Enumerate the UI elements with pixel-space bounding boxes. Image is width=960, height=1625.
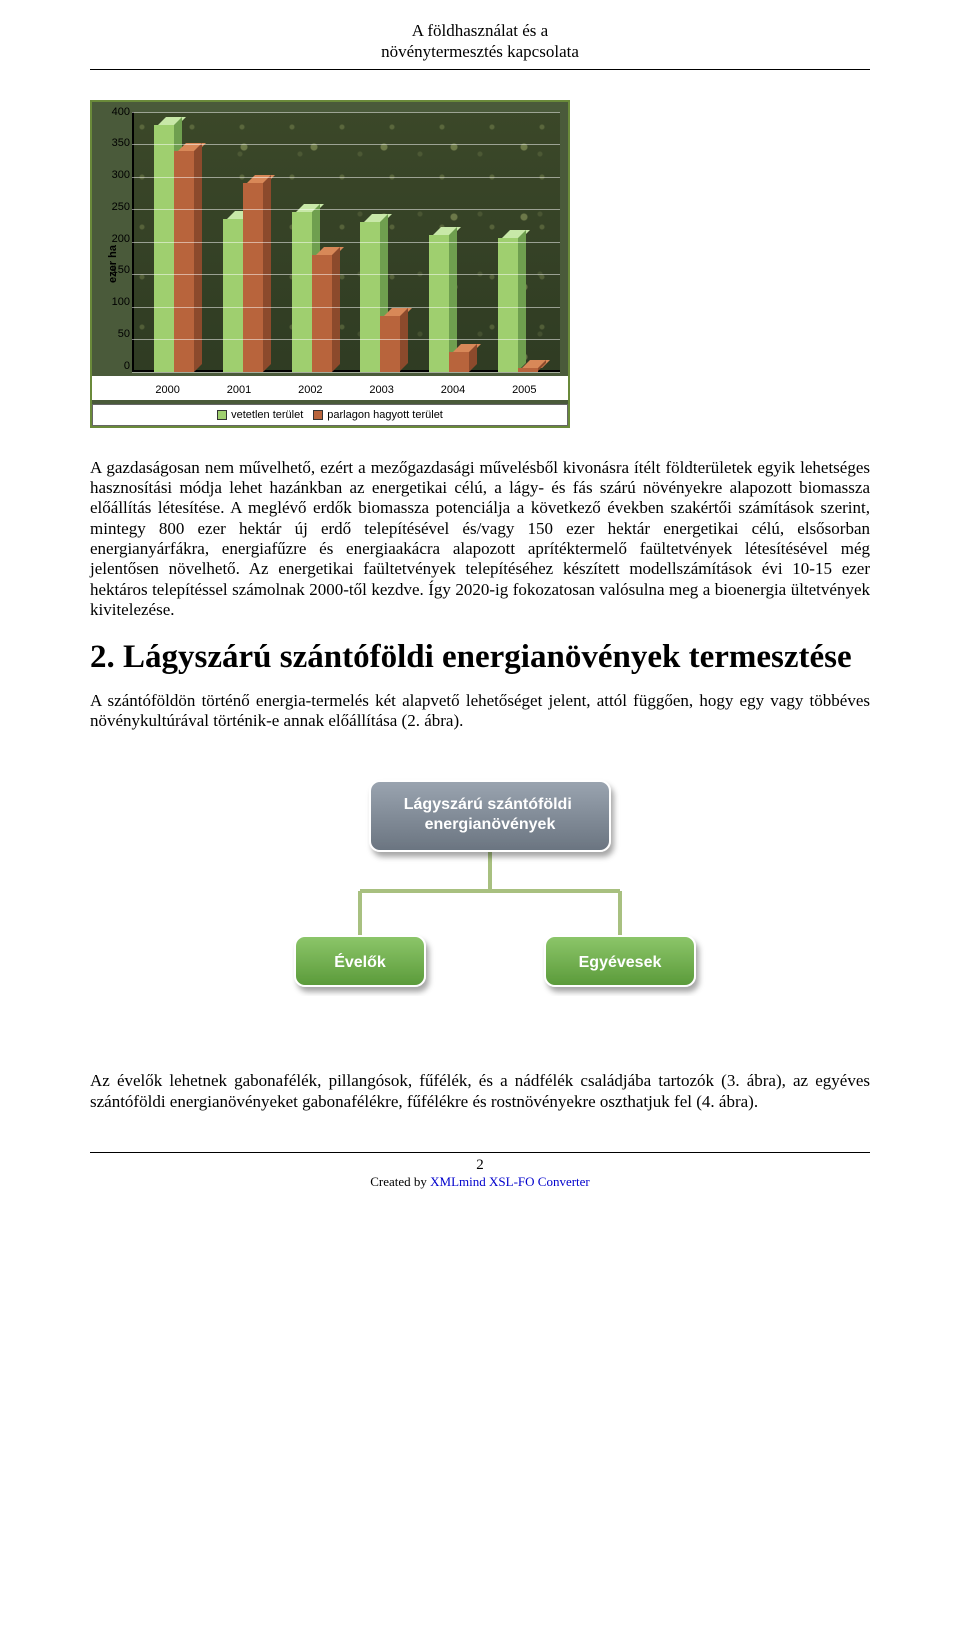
page-footer: 2 Created by XMLmind XSL-FO Converter [90, 1152, 870, 1190]
chart-bar [449, 352, 469, 372]
chart-ytick: 400 [112, 106, 130, 118]
page-number: 2 [90, 1157, 870, 1174]
chart-xtick: 2000 [132, 380, 203, 400]
chart-bar-group [415, 235, 484, 372]
chart-bar [292, 212, 312, 371]
paragraph-3: Az évelők lehetnek gabonafélék, pillangó… [90, 1071, 870, 1112]
section-heading: 2. Lágyszárú szántóföldi energianövények… [90, 639, 870, 677]
page-header: A földhasználat és a növénytermesztés ka… [90, 20, 870, 70]
paragraph-2: A szántóföldön történő energia-termelés … [90, 691, 870, 732]
chart-ytick: 250 [112, 201, 130, 213]
header-line-1: A földhasználat és a [90, 20, 870, 41]
chart-xtick: 2005 [489, 380, 560, 400]
chart-gridline [132, 144, 560, 145]
chart-yaxis: 050100150200250300350400 [106, 112, 132, 366]
chart-gridline [132, 209, 560, 210]
chart-xtick: 2002 [275, 380, 346, 400]
chart-legend-item: parlagon hagyott terület [313, 409, 443, 421]
chart-bar-group [346, 222, 415, 372]
chart-xaxis: 200020012002200320042005 [92, 376, 568, 400]
chart-gridline [132, 274, 560, 275]
header-line-2: növénytermesztés kapcsolata [90, 41, 870, 62]
diagram-child-2-label: Egyévesek [579, 954, 662, 971]
chart-gridline [132, 372, 560, 373]
chart-legend-swatch [313, 410, 323, 420]
chart-container: ezer ha 050100150200250300350400 2000200… [90, 100, 870, 428]
chart-bar [429, 235, 449, 372]
chart-bar-group [140, 125, 209, 372]
chart-gridline [132, 112, 560, 113]
chart-plot-area [132, 112, 560, 372]
chart-ytick: 100 [112, 296, 130, 308]
chart-ytick: 200 [112, 233, 130, 245]
chart-gridline [132, 177, 560, 178]
chart-ytick: 50 [118, 328, 130, 340]
chart-legend: vetetlen terület parlagon hagyott terület [92, 404, 568, 426]
bar-chart: ezer ha 050100150200250300350400 2000200… [90, 100, 570, 428]
chart-gridline [132, 307, 560, 308]
chart-legend-swatch [217, 410, 227, 420]
chart-ytick: 0 [124, 360, 130, 372]
diagram-child-1-label: Évelők [334, 952, 386, 971]
chart-bar [498, 238, 518, 371]
chart-gridline [132, 339, 560, 340]
chart-ytick: 150 [112, 264, 130, 276]
chart-xtick: 2001 [203, 380, 274, 400]
chart-ytick: 350 [112, 137, 130, 149]
chart-bar [360, 222, 380, 372]
footer-created-link[interactable]: XMLmind XSL-FO Converter [430, 1174, 590, 1189]
chart-bar-group [277, 212, 346, 371]
tree-diagram: Lágyszárú szántóföldi energianövények Év… [250, 761, 730, 1031]
chart-legend-label: parlagon hagyott terület [327, 409, 443, 421]
chart-bar [312, 255, 332, 372]
chart-gridline [132, 242, 560, 243]
chart-bar-group [209, 183, 278, 372]
footer-created-prefix: Created by [370, 1174, 430, 1189]
chart-ytick: 300 [112, 169, 130, 181]
chart-bar [154, 125, 174, 372]
chart-xtick: 2004 [417, 380, 488, 400]
chart-bar [243, 183, 263, 372]
chart-bar-group [483, 238, 552, 371]
chart-legend-item: vetetlen terület [217, 409, 303, 421]
chart-legend-label: vetetlen terület [231, 409, 303, 421]
paragraph-1: A gazdaságosan nem művelhető, ezért a me… [90, 458, 870, 621]
diagram-connectors [360, 851, 620, 936]
footer-created: Created by XMLmind XSL-FO Converter [90, 1174, 870, 1190]
chart-xtick: 2003 [346, 380, 417, 400]
chart-bar [380, 316, 400, 371]
